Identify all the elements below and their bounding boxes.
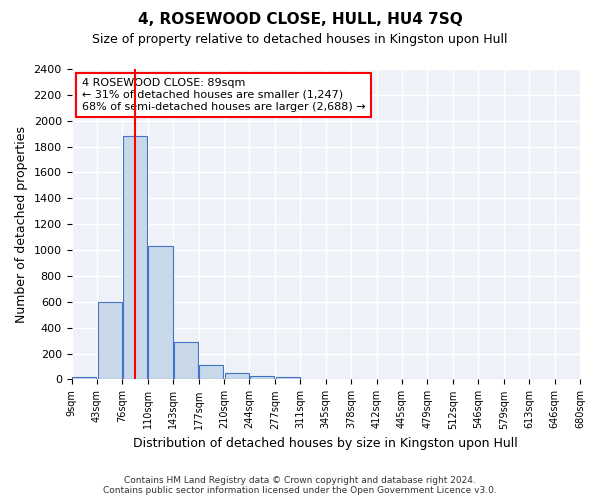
Bar <box>250 376 274 380</box>
Bar <box>275 377 300 380</box>
Bar <box>174 342 198 380</box>
Bar <box>72 377 97 380</box>
Bar <box>199 364 223 380</box>
Y-axis label: Number of detached properties: Number of detached properties <box>15 126 28 322</box>
Bar <box>148 246 173 380</box>
Bar <box>98 302 122 380</box>
Text: Size of property relative to detached houses in Kingston upon Hull: Size of property relative to detached ho… <box>92 32 508 46</box>
Bar <box>225 373 249 380</box>
Bar <box>123 136 147 380</box>
Text: 4, ROSEWOOD CLOSE, HULL, HU4 7SQ: 4, ROSEWOOD CLOSE, HULL, HU4 7SQ <box>137 12 463 28</box>
X-axis label: Distribution of detached houses by size in Kingston upon Hull: Distribution of detached houses by size … <box>133 437 518 450</box>
Text: Contains HM Land Registry data © Crown copyright and database right 2024.
Contai: Contains HM Land Registry data © Crown c… <box>103 476 497 495</box>
Text: 4 ROSEWOOD CLOSE: 89sqm
← 31% of detached houses are smaller (1,247)
68% of semi: 4 ROSEWOOD CLOSE: 89sqm ← 31% of detache… <box>82 78 365 112</box>
